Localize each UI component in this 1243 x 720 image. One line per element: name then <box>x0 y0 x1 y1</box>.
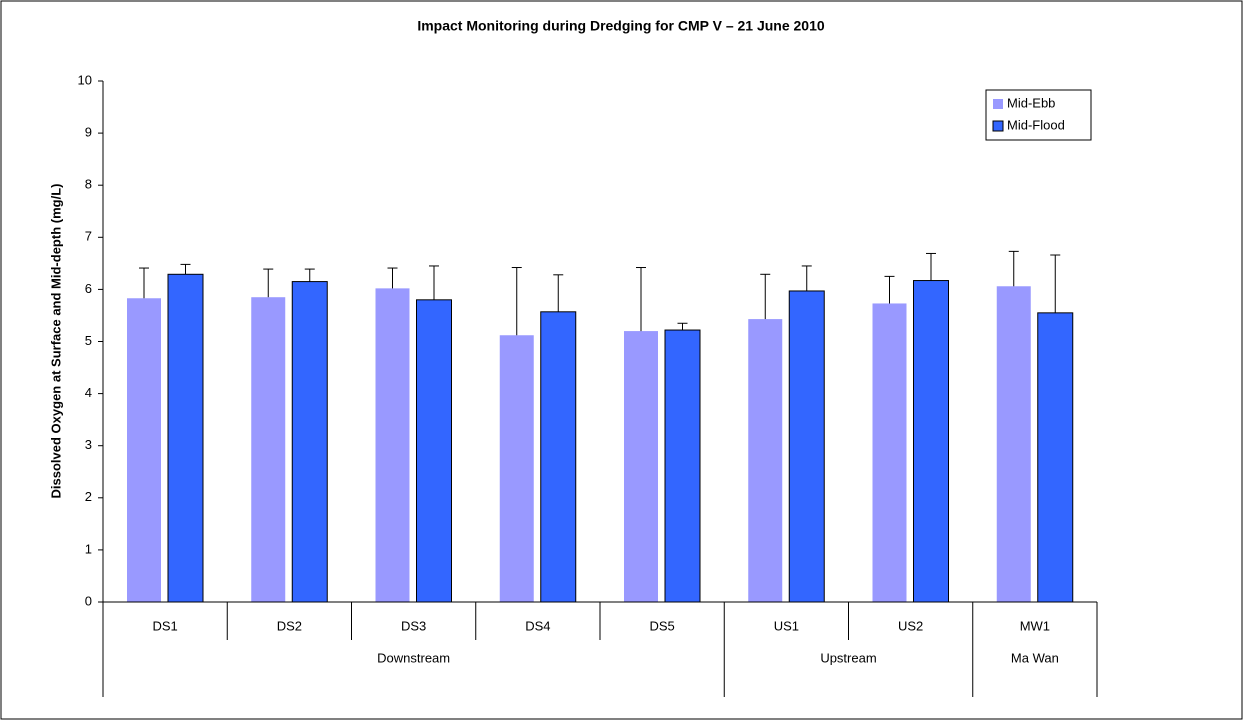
error-bar <box>263 268 274 298</box>
legend-box <box>985 89 1092 141</box>
group-label: Downstream <box>377 650 450 665</box>
error-bar <box>926 252 936 281</box>
bar <box>127 298 161 602</box>
y-tick-label: 7 <box>85 229 92 244</box>
bar <box>664 329 701 603</box>
bar <box>499 335 534 602</box>
bar <box>748 319 783 602</box>
error-bar <box>1008 250 1019 287</box>
bar <box>788 290 825 603</box>
error-bar <box>677 322 688 331</box>
error-bar <box>429 265 439 300</box>
bar <box>375 288 410 602</box>
group-label: Ma Wan <box>1011 650 1059 665</box>
error-bar <box>304 268 315 282</box>
x-tick-label: US1 <box>774 618 799 633</box>
bar <box>167 273 204 603</box>
y-tick-label: 3 <box>85 437 92 452</box>
x-tick-label: DS3 <box>401 618 426 633</box>
x-tick-label: DS1 <box>152 618 177 633</box>
error-bar <box>553 274 564 312</box>
y-tick-label: 5 <box>85 333 92 348</box>
legend-label: Mid-Flood <box>1007 117 1065 132</box>
bar <box>996 286 1031 602</box>
x-tick-label: MW1 <box>1020 618 1050 633</box>
error-bar <box>139 267 149 299</box>
error-bar <box>511 267 522 336</box>
y-tick-label: 4 <box>85 385 92 400</box>
error-bar <box>884 275 895 304</box>
y-tick-label: 6 <box>85 281 92 296</box>
error-bar <box>387 267 398 289</box>
bar <box>913 280 949 603</box>
y-tick-label: 2 <box>85 489 92 504</box>
error-bar <box>801 265 812 291</box>
bar <box>624 331 658 602</box>
bar <box>416 299 452 603</box>
chart-title: Impact Monitoring during Dredging for CM… <box>417 18 825 34</box>
y-tick-label: 9 <box>85 125 92 140</box>
bar <box>251 297 286 602</box>
x-tick-label: DS2 <box>277 618 302 633</box>
error-bar <box>1050 254 1061 313</box>
error-bar <box>636 267 646 332</box>
x-tick-label: US2 <box>898 618 923 633</box>
bar <box>1037 312 1074 603</box>
bar <box>540 311 577 603</box>
legend-swatch <box>992 120 1004 132</box>
error-bar <box>760 273 771 320</box>
legend-label: Mid-Ebb <box>1007 95 1055 110</box>
y-axis-title: Dissolved Oxygen at Surface and Mid-dept… <box>48 184 63 499</box>
y-tick-label: 10 <box>78 72 92 87</box>
x-tick-label: DS5 <box>649 618 674 633</box>
legend-swatch <box>993 99 1003 109</box>
y-tick-label: 8 <box>85 177 92 192</box>
error-bar <box>180 263 191 275</box>
y-tick-label: 1 <box>85 541 92 556</box>
bar <box>291 281 328 603</box>
bar <box>872 303 907 602</box>
x-tick-label: DS4 <box>525 618 550 633</box>
group-label: Upstream <box>820 650 876 665</box>
y-tick-label: 0 <box>85 593 92 608</box>
